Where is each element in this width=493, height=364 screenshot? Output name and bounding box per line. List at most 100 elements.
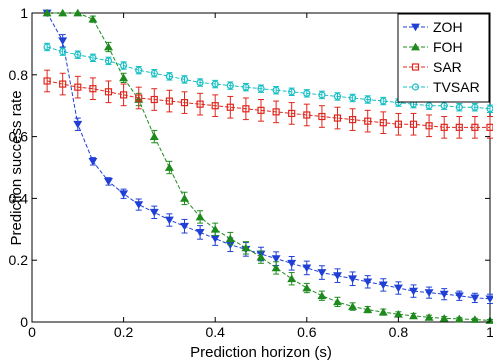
data-point xyxy=(424,289,434,297)
data-point xyxy=(271,255,281,263)
data-point xyxy=(409,311,418,320)
x-tick-label: 0.4 xyxy=(205,324,225,340)
legend-marker xyxy=(411,63,420,71)
data-point xyxy=(393,284,403,293)
data-point xyxy=(59,48,67,56)
data-point xyxy=(135,94,143,102)
data-point xyxy=(150,95,158,104)
data-point xyxy=(470,315,480,323)
data-point xyxy=(195,212,205,221)
data-point xyxy=(409,120,418,128)
data-point xyxy=(195,229,205,237)
legend-item-zoh: ZOH xyxy=(403,19,463,35)
data-point xyxy=(165,97,173,105)
y-tick-label: 0.8 xyxy=(9,67,29,83)
legend-item-sar: SAR xyxy=(403,59,462,75)
data-point xyxy=(454,292,464,300)
data-point xyxy=(119,61,128,70)
data-point xyxy=(104,42,113,51)
data-point xyxy=(318,91,326,99)
data-point xyxy=(74,83,82,91)
data-point xyxy=(440,123,448,131)
data-point xyxy=(150,69,158,77)
data-point xyxy=(119,190,129,198)
legend-item-tvsar: TVSAR xyxy=(403,79,480,95)
data-point xyxy=(210,225,220,233)
data-point xyxy=(241,243,251,252)
legend-label: FOH xyxy=(433,39,463,55)
data-point xyxy=(272,108,280,116)
data-point xyxy=(242,105,250,113)
data-point xyxy=(455,103,463,111)
y-tick-label: 0 xyxy=(20,314,28,330)
y-tick-label: 0.4 xyxy=(9,190,29,206)
data-point xyxy=(378,307,388,316)
data-point xyxy=(211,80,219,88)
legend: ZOH FOH SAR TVSAR xyxy=(397,13,490,103)
data-point xyxy=(74,51,82,59)
data-point xyxy=(211,102,219,110)
x-tick-label: 0 xyxy=(28,324,36,340)
data-point xyxy=(257,85,265,93)
data-point xyxy=(317,269,327,277)
data-point xyxy=(135,66,143,74)
data-point xyxy=(394,120,402,128)
data-point xyxy=(119,73,129,82)
x-tick-label: 0.6 xyxy=(297,324,317,340)
data-point xyxy=(425,102,433,110)
data-point xyxy=(226,82,234,90)
data-point xyxy=(58,37,68,46)
data-point xyxy=(364,117,372,125)
data-point xyxy=(317,291,327,300)
data-point xyxy=(470,294,480,303)
data-point xyxy=(164,163,174,171)
data-point xyxy=(89,85,97,93)
data-point xyxy=(471,103,479,111)
axis-layer: 0 0.2 0.4 0.6 0.8 1 0 0.2 0.4 0.6 0.8 1 xyxy=(9,5,493,340)
x-axis-title: Prediction horizon (s) xyxy=(190,344,332,361)
y-axis-title: Prediction success rate xyxy=(8,90,25,245)
data-point xyxy=(73,8,83,17)
data-point xyxy=(378,281,388,290)
data-point xyxy=(439,314,449,322)
y-tick-label: 0.2 xyxy=(9,252,29,268)
y-tick-label: 1 xyxy=(20,5,28,21)
data-point xyxy=(485,295,493,304)
data-point xyxy=(349,116,357,124)
data-point xyxy=(333,297,342,306)
data-point xyxy=(348,302,358,310)
data-point xyxy=(471,123,479,131)
data-point xyxy=(196,78,204,87)
data-point xyxy=(134,201,144,209)
data-point xyxy=(302,264,312,273)
data-point xyxy=(379,119,387,127)
data-point xyxy=(302,283,312,292)
data-point xyxy=(287,259,297,268)
legend-box xyxy=(397,13,490,103)
legend-label: ZOH xyxy=(433,19,463,35)
data-point xyxy=(164,216,174,225)
legend-marker xyxy=(411,42,420,51)
data-point xyxy=(104,88,113,96)
data-point xyxy=(226,103,234,111)
data-point xyxy=(104,178,113,186)
data-point xyxy=(271,263,281,272)
data-point xyxy=(196,100,204,108)
data-point xyxy=(165,72,173,80)
data-point xyxy=(303,89,311,97)
data-point xyxy=(43,77,51,85)
legend-marker xyxy=(411,23,420,32)
data-point xyxy=(303,111,311,119)
data-point xyxy=(379,97,387,105)
data-point xyxy=(149,132,159,140)
data-point xyxy=(180,99,189,107)
data-point xyxy=(287,274,297,283)
x-tick-label: 0.2 xyxy=(114,324,134,340)
data-point xyxy=(348,275,358,283)
data-point xyxy=(440,102,448,110)
data-point xyxy=(104,57,113,65)
data-point xyxy=(88,14,98,23)
data-point xyxy=(149,208,159,217)
series-line xyxy=(47,12,491,321)
